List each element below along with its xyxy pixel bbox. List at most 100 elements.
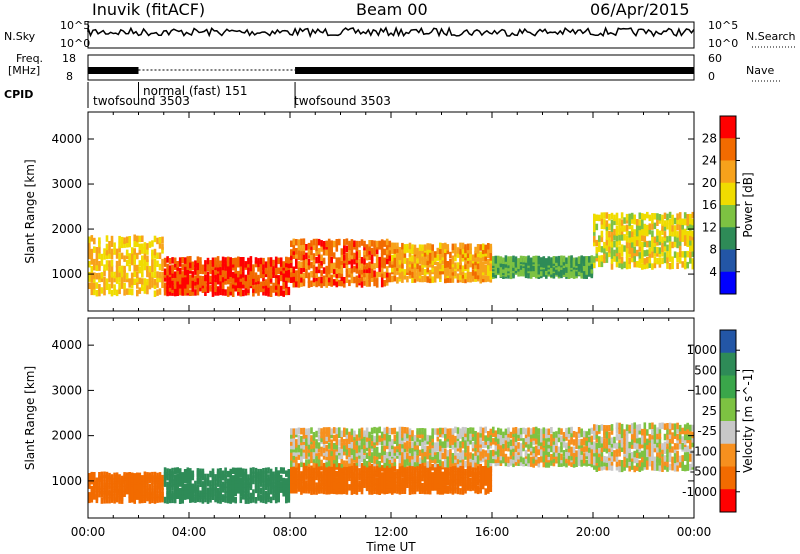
data-cell [484,275,487,283]
data-cell [173,271,177,278]
data-cell [560,460,563,467]
data-cell [603,441,606,449]
data-cell [297,434,301,441]
data-cell [540,428,543,436]
data-cell [146,486,149,493]
data-cell [557,460,561,467]
data-cell [254,257,258,264]
data-cell [125,472,129,479]
data-cell [542,444,546,452]
data-cell [391,261,394,268]
data-cell [474,251,477,258]
data-cell [615,455,619,462]
data-cell [340,274,344,281]
data-cell [444,242,447,250]
data-cell [595,247,599,254]
data-cell [646,262,649,269]
data-cell [663,224,667,231]
data-cell [370,439,374,446]
data-cell [413,253,417,261]
data-cell [350,261,354,269]
data-cell [635,233,639,241]
data-cell [292,449,296,456]
data-cell [325,265,328,273]
data-cell [330,428,333,435]
data-cell [681,464,684,471]
data-cell [176,289,179,296]
data-cell [254,286,258,294]
data-cell [633,218,636,225]
data-cell [302,466,306,473]
data-cell [244,285,248,292]
data-cell [295,466,298,473]
data-cell [393,264,397,271]
data-cell [300,427,303,435]
data-cell [656,436,659,443]
data-cell [439,251,442,258]
data-cell [173,260,177,268]
data-cell [322,453,326,460]
data-cell [668,446,672,453]
data-cell [110,248,114,256]
data-cell [413,276,417,283]
data-cell [295,274,298,282]
data-cell [441,431,445,438]
data-cell [370,434,374,441]
data-cell [474,468,477,476]
data-cell [648,454,652,462]
data-cell [368,431,371,439]
data-cell [436,469,440,476]
data-cell [638,223,642,231]
data-cell [555,434,558,442]
data-cell [320,471,323,478]
data-cell [320,259,323,266]
data-cell [532,438,535,445]
data-cell [375,271,379,279]
data-cell [325,479,328,487]
data-cell [686,230,689,238]
data-cell [191,470,195,477]
data-cell [153,264,157,272]
data-cell [302,443,306,450]
data-cell [509,457,513,465]
data-cell [282,467,285,474]
data-cell [125,483,129,491]
data-cell [603,219,606,226]
data-cell [628,231,631,238]
data-cell [264,490,268,498]
data-cell [295,428,298,435]
data-cell [423,250,427,257]
data-cell [98,289,101,297]
data-cell [618,441,621,449]
nsky-tick-bottom: 10^0 [60,37,91,50]
data-cell [90,491,94,499]
data-cell [365,270,369,277]
data-cell [355,463,359,471]
data-cell [310,442,313,450]
data-cell [183,493,187,500]
data-cell [224,257,227,264]
data-cell [555,256,558,263]
data-cell [537,457,541,464]
data-cell [186,286,190,294]
data-cell [295,257,298,265]
data-cell [181,497,184,504]
data-cell [502,437,505,444]
data-cell [128,240,131,248]
data-cell [676,433,679,441]
data-cell [476,468,480,476]
data-cell [681,436,684,443]
data-cell [663,463,667,470]
data-cell [353,469,356,476]
data-cell [330,480,333,487]
data-cell [454,463,457,470]
data-cell [451,265,455,273]
data-cell [479,448,482,456]
data-cell [115,472,119,479]
data-cell [345,472,349,479]
data-cell [254,471,258,478]
data-cell [469,271,472,279]
data-cell [423,244,427,251]
data-cell [327,279,331,286]
data-cell [237,471,240,478]
